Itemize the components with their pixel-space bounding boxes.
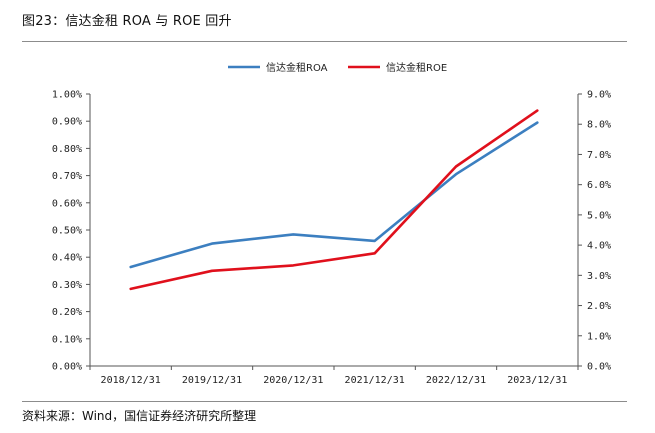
x-tick-label: 2019/12/31: [182, 375, 242, 386]
right-y-tick-label: 8.0%: [587, 120, 611, 131]
left-y-tick-label: 0.10%: [52, 334, 82, 345]
left-y-tick-label: 0.70%: [52, 171, 82, 182]
left-y-tick-label: 0.30%: [52, 280, 82, 291]
title-divider: [22, 41, 627, 42]
left-y-tick-label: 0.40%: [52, 253, 82, 264]
right-y-tick-label: 4.0%: [587, 241, 611, 252]
chart-series: [129, 109, 539, 291]
x-tick-label: 2018/12/31: [101, 375, 161, 386]
source-note: 资料来源：Wind，国信证券经济研究所整理: [22, 409, 257, 423]
right-y-tick-label: 5.0%: [587, 210, 611, 221]
x-tick-label: 2022/12/31: [426, 375, 486, 386]
figure-title: 图23：信达金租 ROA 与 ROE 回升: [22, 14, 232, 29]
right-y-tick-label: 1.0%: [587, 331, 611, 342]
chart-legend: 信达金租ROA 信达金租ROE: [228, 61, 447, 74]
x-tick-label: 2023/12/31: [507, 375, 567, 386]
series-line-1: [129, 121, 539, 269]
left-y-tick-label: 0.20%: [52, 307, 82, 318]
right-y-tick-label: 6.0%: [587, 180, 611, 191]
right-y-tick-label: 7.0%: [587, 150, 611, 161]
left-y-tick-label: 0.00%: [52, 362, 82, 373]
right-y-tick-label: 2.0%: [587, 301, 611, 312]
x-tick-label: 2021/12/31: [345, 375, 405, 386]
right-y-tick-label: 3.0%: [587, 271, 611, 282]
x-tick-label: 2020/12/31: [263, 375, 323, 386]
right-y-tick-label: 9.0%: [587, 90, 611, 101]
legend-label-2: 信达金租ROE: [386, 61, 447, 74]
chart-axes: 0.00% 0.10% 0.20% 0.30% 0.40% 0.50% 0.60% 0.70%…: [52, 90, 611, 387]
left-y-tick-label: 0.60%: [52, 198, 82, 209]
right-y-tick-label: 0.0%: [587, 362, 611, 373]
series-line-2: [129, 109, 539, 291]
left-y-tick-label: 0.80%: [52, 144, 82, 155]
left-y-tick-label: 1.00%: [52, 90, 82, 101]
legend-label-1: 信达金租ROA: [266, 61, 328, 74]
left-y-tick-label: 0.50%: [52, 226, 82, 237]
left-y-tick-label: 0.90%: [52, 117, 82, 128]
source-divider: [22, 401, 627, 402]
